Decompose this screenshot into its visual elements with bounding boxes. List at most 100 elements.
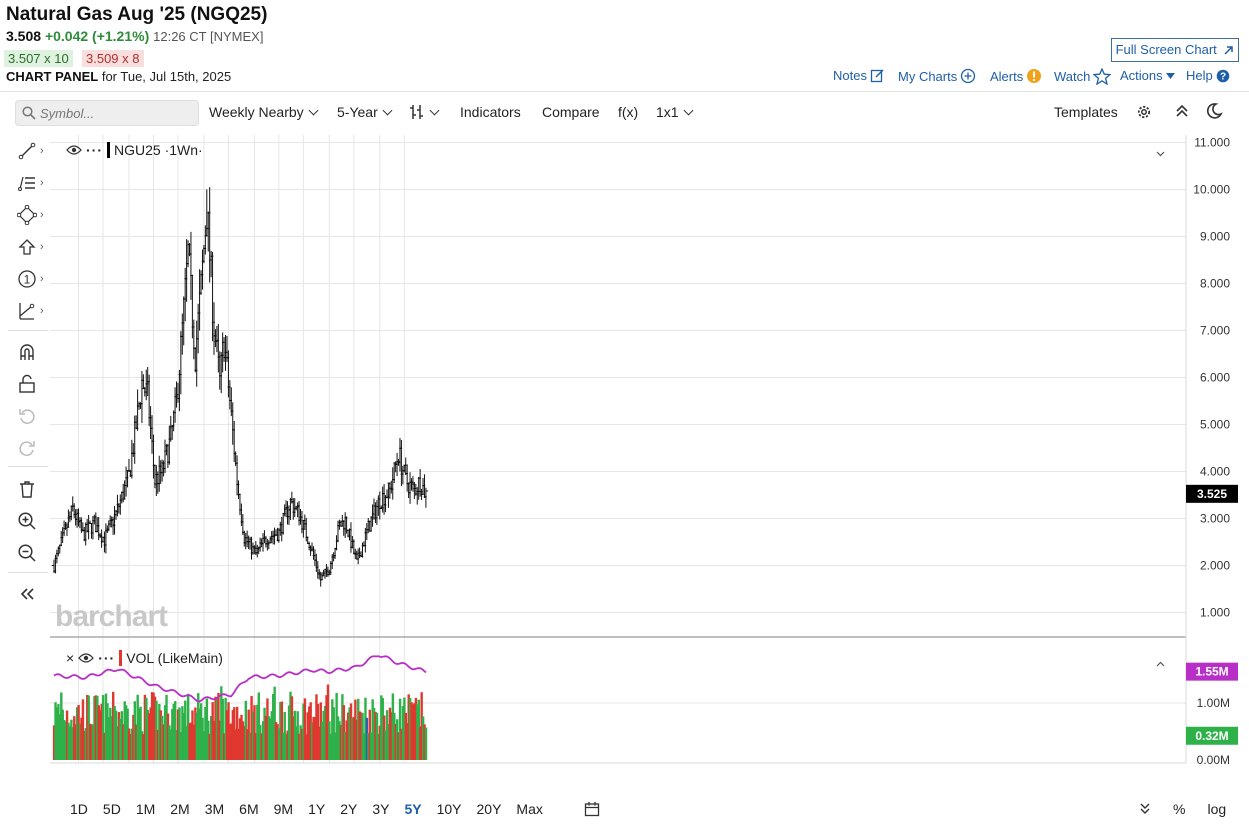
- eye-icon[interactable]: [66, 144, 82, 156]
- volume-bar: [394, 724, 397, 760]
- volume-bar: [326, 684, 330, 760]
- volume-bar: [391, 693, 395, 760]
- dark-mode-toggle[interactable]: [1205, 102, 1223, 120]
- trendline-tool[interactable]: [14, 139, 40, 163]
- watch-link[interactable]: Watch: [1054, 68, 1112, 85]
- numbered-marker-icon: 1: [18, 270, 36, 288]
- volume-study-legend[interactable]: × ··· VOL (LikeMain): [66, 650, 223, 666]
- zoom-in-button[interactable]: [14, 509, 40, 533]
- ohlc-bar-icon: [410, 105, 423, 119]
- layout-dropdown[interactable]: 1x1: [656, 104, 694, 120]
- volume-bar: [377, 733, 380, 760]
- volume-bar: [336, 716, 340, 760]
- range-option-20y[interactable]: 20Y: [476, 801, 502, 817]
- volume-bar: [349, 703, 353, 760]
- range-option-2m[interactable]: 2M: [170, 801, 190, 817]
- range-option-1y[interactable]: 1Y: [308, 801, 326, 817]
- annotation-tool[interactable]: 1: [14, 267, 40, 291]
- shapes-tool[interactable]: [14, 203, 40, 227]
- period-dropdown[interactable]: 5-Year: [337, 104, 393, 120]
- range-option-9m[interactable]: 9M: [273, 801, 294, 817]
- volume-bar: [247, 709, 250, 760]
- notes-link[interactable]: Notes: [833, 68, 885, 83]
- bar-type-dropdown[interactable]: [409, 104, 440, 120]
- range-option-1m[interactable]: 1M: [135, 801, 156, 817]
- volume-bar: [215, 697, 219, 760]
- function-button[interactable]: f(x): [618, 104, 639, 120]
- notes-icon: [870, 69, 884, 83]
- lock-tool[interactable]: [14, 372, 40, 396]
- compare-button[interactable]: Compare: [542, 104, 600, 120]
- close-icon[interactable]: ×: [66, 650, 75, 666]
- symbol-search[interactable]: [15, 100, 199, 126]
- collapse-header-button[interactable]: [1175, 103, 1189, 119]
- time-tick-label: Aug '24: [334, 774, 375, 775]
- interval-label: Weekly Nearby: [209, 104, 304, 120]
- actions-menu[interactable]: Actions: [1120, 68, 1175, 83]
- more-options-icon[interactable]: ···: [98, 650, 116, 666]
- log-scale-toggle[interactable]: log: [1207, 801, 1227, 817]
- templates-button[interactable]: Templates: [1054, 104, 1118, 120]
- help-link[interactable]: Help ?: [1186, 68, 1230, 83]
- volume-bar: [333, 732, 337, 760]
- chevron-down-icon: [429, 105, 440, 115]
- measure-tool[interactable]: [14, 299, 40, 323]
- fib-tool[interactable]: [14, 171, 40, 195]
- delete-drawings-button[interactable]: [14, 477, 40, 501]
- volume-bar: [352, 717, 356, 760]
- volume-bar: [106, 703, 109, 760]
- price-pane-collapse[interactable]: [1156, 144, 1165, 162]
- interval-dropdown[interactable]: Weekly Nearby: [209, 104, 319, 120]
- volume-bar: [403, 697, 406, 760]
- double-chevron-down-icon[interactable]: [1139, 801, 1151, 815]
- my-charts-link[interactable]: My Charts: [898, 68, 976, 84]
- undo-button[interactable]: [14, 404, 40, 428]
- price-study-legend[interactable]: ··· NGU25 ·1Wn·: [66, 142, 203, 158]
- date-range-button[interactable]: [584, 801, 600, 822]
- range-option-10y[interactable]: 10Y: [436, 801, 462, 817]
- time-tick-label: Apr '21: [84, 774, 122, 775]
- volume-bar: [184, 700, 187, 760]
- unlock-icon: [19, 374, 35, 393]
- range-option-2y[interactable]: 2Y: [340, 801, 358, 817]
- magnet-tool[interactable]: [14, 340, 40, 364]
- range-option-6m[interactable]: 6M: [239, 801, 259, 817]
- volume-bar: [251, 711, 255, 760]
- volume-bar: [189, 722, 193, 760]
- volume-bar: [195, 712, 199, 760]
- range-option-5y[interactable]: 5Y: [404, 801, 422, 817]
- range-option-max[interactable]: Max: [516, 801, 543, 817]
- volume-bar: [65, 710, 69, 760]
- volume-bar: [420, 692, 423, 760]
- redo-button[interactable]: [14, 436, 40, 460]
- collapse-toolbar-button[interactable]: [14, 582, 40, 606]
- percent-scale-toggle[interactable]: %: [1173, 801, 1186, 817]
- volume-bar: [266, 698, 269, 760]
- volume-bar: [406, 723, 409, 760]
- indicators-button[interactable]: Indicators: [460, 104, 521, 120]
- symbol-input[interactable]: [40, 104, 190, 122]
- alerts-link[interactable]: Alerts: [990, 68, 1042, 84]
- full-screen-chart-button[interactable]: Full Screen Chart: [1111, 38, 1239, 62]
- volume-bar: [367, 733, 370, 760]
- range-option-1d[interactable]: 1D: [70, 801, 88, 817]
- chevron-down-icon: [1156, 151, 1165, 157]
- arrow-tool[interactable]: [14, 235, 40, 259]
- time-tick-label: Apr '23: [236, 774, 274, 775]
- volume-bar: [149, 707, 152, 760]
- more-options-icon[interactable]: ···: [86, 142, 103, 158]
- range-option-5d[interactable]: 5D: [102, 801, 121, 817]
- settings-button[interactable]: [1135, 103, 1153, 121]
- volume-bar: [329, 733, 333, 760]
- volume-bar: [220, 686, 223, 760]
- volume-bar: [287, 705, 291, 760]
- eye-icon[interactable]: [78, 652, 95, 664]
- zoom-out-button[interactable]: [14, 541, 40, 565]
- range-option-3y[interactable]: 3Y: [372, 801, 390, 817]
- volume-bar: [342, 705, 346, 760]
- price-chart[interactable]: g '20Dec '20Apr '21Aug '21Dec '21Apr '22…: [50, 135, 1249, 775]
- range-option-3m[interactable]: 3M: [204, 801, 225, 817]
- volume-bar: [345, 720, 348, 760]
- volume-pane-collapse[interactable]: [1156, 654, 1165, 672]
- volume-bar: [114, 710, 118, 760]
